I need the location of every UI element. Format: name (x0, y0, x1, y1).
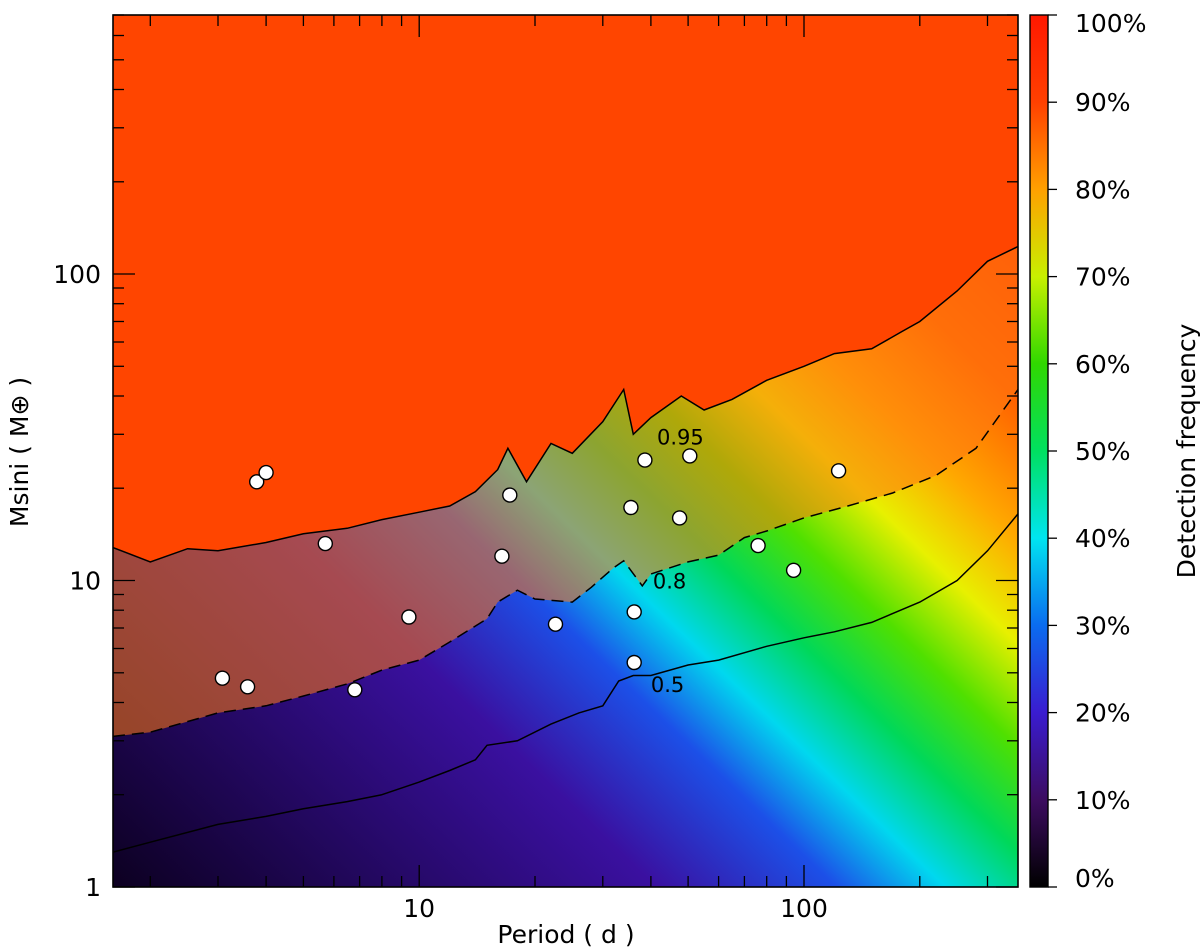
colorbar-label: Detection frequency (1172, 323, 1200, 578)
colorbar: 0% 10% 20% 30% 40% 50% 60% 70% 80% 90% 100% Detect… (1029, 9, 1200, 893)
colorbar-tick-label: 70% (1075, 263, 1131, 292)
contour-line-0-5 (113, 513, 1018, 853)
colorbar-tick-label: 10% (1075, 786, 1131, 815)
planet-point (750, 537, 766, 554)
contour-lines (113, 245, 1018, 853)
planet-point (249, 474, 265, 490)
colorbar-tick-label: 50% (1075, 437, 1131, 466)
planet-point (214, 670, 231, 686)
contour-line-0-8 (113, 389, 1018, 738)
colorbar-tick-label: 20% (1075, 699, 1131, 728)
y-tick-label: 10 (69, 567, 101, 596)
colorbar-fill (1030, 15, 1048, 887)
planet-point (239, 679, 256, 695)
planet-point (671, 510, 688, 526)
y-axis-label-text: Msini ( M⊕ ) (5, 377, 34, 527)
contour-label: 0.5 (651, 673, 684, 697)
colorbar-tick-label: 30% (1075, 611, 1131, 640)
planet-point (317, 535, 333, 552)
contour-labels: 0.95 0.8 0.5 (651, 426, 704, 697)
planet-point (502, 487, 518, 503)
planet-point (626, 604, 642, 620)
planet-point (258, 464, 274, 481)
x-axis-label: Period ( d ) (497, 920, 634, 949)
planet-point (830, 463, 847, 479)
contour-label: 0.8 (653, 570, 686, 594)
planet-point (401, 609, 417, 625)
high-frequency-region (113, 15, 1018, 562)
x-axis-ticks: 10 100 (149, 15, 989, 923)
x-tick-label: 10 (403, 894, 435, 923)
plot-frame (112, 14, 1019, 888)
contour-label: 0.95 (657, 426, 704, 450)
planet-point (494, 548, 510, 564)
planet-points (214, 448, 847, 698)
upper-transition-region (113, 246, 1018, 737)
colorbar-tick-label: 100% (1075, 9, 1146, 38)
planet-point (623, 499, 639, 516)
planet-point (682, 448, 698, 464)
y-tick-label: 100 (53, 260, 101, 289)
plot-area (113, 15, 1018, 887)
contour-line-0-95 (113, 245, 1018, 563)
colorbar-tick-label: 40% (1075, 524, 1131, 553)
planet-point (637, 452, 653, 468)
colorbar-tick-label: 90% (1075, 88, 1131, 117)
colorbar-tick-label: 60% (1075, 350, 1131, 379)
y-axis-ticks: 1 10 100 (53, 14, 1018, 902)
y-axis-label: Msini ( M⊕ ) (5, 377, 34, 527)
colorbar-tick-label: 0% (1075, 864, 1115, 893)
planet-point (347, 682, 363, 698)
y-tick-label: 1 (85, 873, 101, 902)
planet-point (626, 654, 642, 671)
planet-point (785, 562, 802, 578)
x-tick-label: 100 (780, 894, 828, 923)
colorbar-ticks: 0% 10% 20% 30% 40% 50% 60% 70% 80% 90% 100% (1048, 9, 1146, 893)
colorbar-tick-label: 80% (1075, 175, 1131, 204)
planet-point (547, 616, 564, 632)
